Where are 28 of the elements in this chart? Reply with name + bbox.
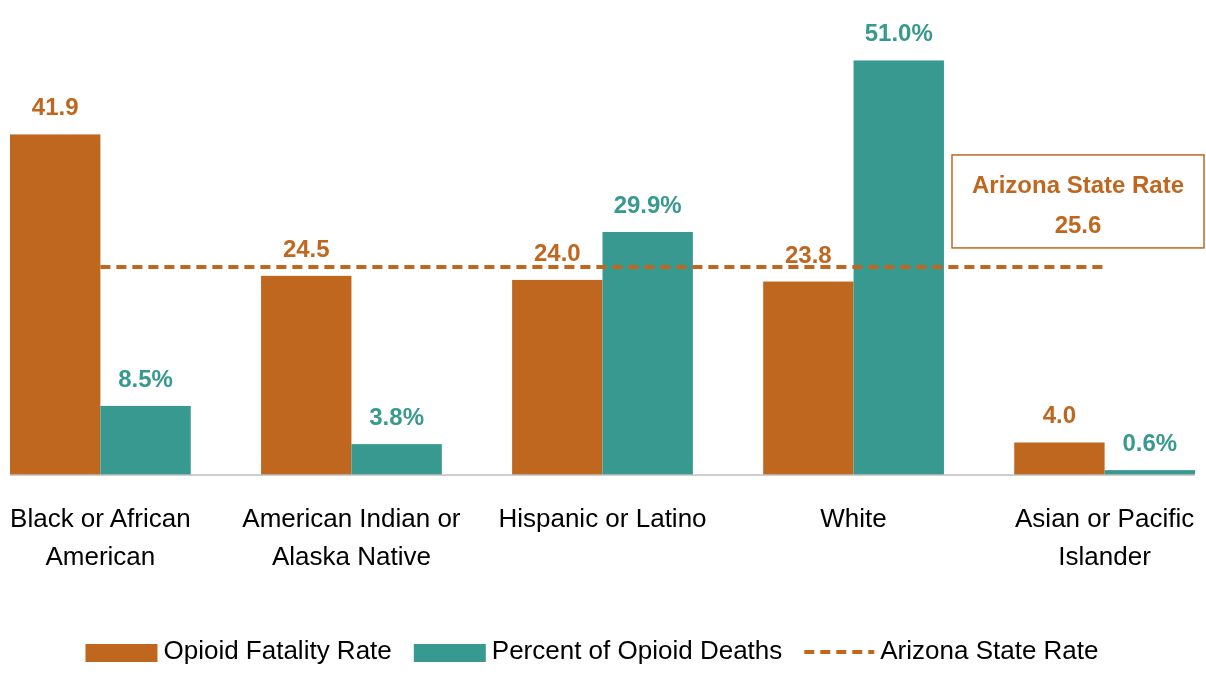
data-label: 24.0: [533, 238, 581, 266]
data-label: 23.8: [785, 240, 832, 268]
data-label: 51.0%: [864, 19, 933, 47]
x-tick-label: White: [820, 503, 887, 533]
text: Arizona State Rate: [971, 170, 1185, 198]
data-label: 0.6%: [1122, 429, 1178, 457]
bar: [100, 405, 191, 475]
bar: [512, 279, 603, 475]
bar: [602, 231, 693, 475]
bar: [261, 275, 352, 475]
x-tick-label: Asian or Pacific Islander: [1015, 503, 1195, 571]
annotation: 25.6: [1054, 210, 1102, 238]
bar: [853, 60, 944, 475]
legend-label: Percent of Opioid Deaths: [491, 634, 783, 665]
legend-label: Opioid Fatality Rate: [163, 634, 392, 665]
data-label: 3.8%: [369, 403, 424, 431]
x-tick-label: American Indian or Alaska Native: [242, 503, 461, 571]
data-label: 24.5: [282, 234, 330, 262]
x-tick-label: Hispanic or Latino: [498, 503, 707, 533]
data-label: 8.5%: [118, 364, 173, 392]
data-label: 4.0: [1042, 401, 1077, 429]
bar: [763, 281, 854, 475]
legend-label: Arizona State Rate: [880, 634, 1099, 665]
data-label: 41.9: [31, 93, 79, 121]
data-label: 29.9%: [613, 190, 682, 218]
bar: [351, 444, 442, 475]
x-tick-label: Black or African American: [10, 503, 191, 571]
bar: [1014, 442, 1105, 475]
